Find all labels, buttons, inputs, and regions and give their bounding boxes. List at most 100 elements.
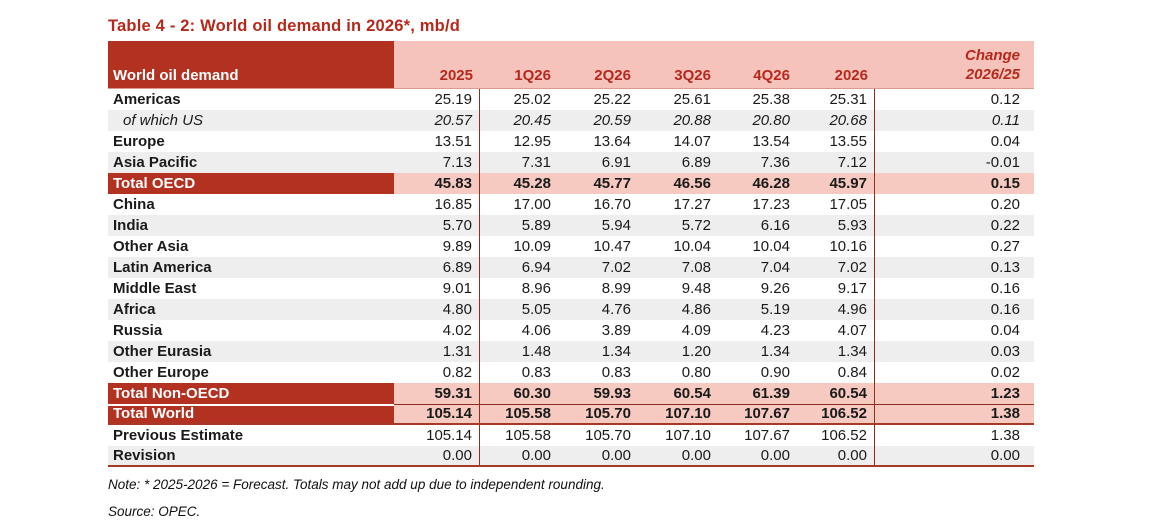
cell-value: 8.99 bbox=[601, 280, 631, 297]
cell-value: 17.05 bbox=[797, 194, 875, 215]
row-label: Americas bbox=[113, 91, 181, 108]
table-row: Previous Estimate 105.14 105.58 105.70 1… bbox=[108, 425, 1034, 446]
cell-value: 20.59 bbox=[593, 112, 631, 129]
cell-value: 106.52 bbox=[797, 425, 875, 446]
cell-value: 1.20 bbox=[681, 343, 711, 360]
cell-value: 25.02 bbox=[513, 91, 551, 108]
cell-value: 0.11 bbox=[991, 112, 1020, 129]
cell-value: 60.30 bbox=[480, 383, 558, 404]
table-row: Revision 0.00 0.00 0.00 0.00 0.00 0.00 0… bbox=[108, 446, 1034, 467]
cell-value: 5.93 bbox=[797, 215, 875, 236]
cell-value: 6.89 bbox=[394, 257, 480, 278]
cell-value: 16.85 bbox=[394, 194, 480, 215]
cell-value: 0.16 bbox=[990, 301, 1020, 318]
cell-value: 0.00 bbox=[990, 447, 1020, 464]
cell-value: 0.82 bbox=[394, 362, 480, 383]
cell-value: 5.19 bbox=[760, 301, 790, 318]
row-label: India bbox=[113, 217, 149, 234]
row-label: Asia Pacific bbox=[113, 154, 198, 171]
table-row: Middle East 9.01 8.96 8.99 9.48 9.26 9.1… bbox=[108, 278, 1034, 299]
cell-value: 0.20 bbox=[990, 196, 1020, 213]
column-header-change-line1: Change bbox=[964, 47, 1020, 64]
cell-value: 4.06 bbox=[521, 322, 551, 339]
table-row: India 5.70 5.89 5.94 5.72 6.16 5.93 0.22 bbox=[108, 215, 1034, 236]
cell-value: 14.07 bbox=[673, 133, 711, 150]
row-label: China bbox=[113, 196, 155, 213]
cell-value: 20.88 bbox=[673, 112, 711, 129]
table-header: World oil demand 2025 1Q26 2Q26 3Q26 4Q2… bbox=[108, 41, 1034, 89]
cell-value: 7.13 bbox=[394, 152, 480, 173]
cell-value: 13.54 bbox=[752, 133, 790, 150]
row-label: of which US bbox=[123, 112, 204, 129]
cell-value: 9.01 bbox=[394, 278, 480, 299]
cell-value: 46.56 bbox=[638, 173, 718, 194]
column-header-4q26: 4Q26 bbox=[718, 41, 797, 88]
cell-value: 105.70 bbox=[585, 427, 631, 444]
cell-value: 45.83 bbox=[394, 173, 480, 194]
column-header-1q26: 1Q26 bbox=[480, 41, 558, 88]
cell-value: 25.19 bbox=[394, 89, 480, 110]
cell-value: 7.12 bbox=[797, 152, 875, 173]
cell-value: 45.97 bbox=[797, 173, 875, 194]
cell-value: 1.23 bbox=[875, 383, 1034, 404]
cell-value: 105.58 bbox=[505, 427, 551, 444]
cell-value: 0.02 bbox=[990, 364, 1020, 381]
cell-value: 0.04 bbox=[990, 133, 1020, 150]
cell-value: 20.68 bbox=[797, 110, 875, 131]
column-header-2026: 2026 bbox=[797, 41, 875, 88]
cell-value: 10.09 bbox=[513, 238, 551, 255]
row-label: Europe bbox=[113, 133, 165, 150]
cell-value: 107.10 bbox=[638, 404, 718, 423]
cell-value: 9.17 bbox=[797, 278, 875, 299]
source-text: Source: OPEC. bbox=[108, 504, 201, 519]
cell-value: 10.04 bbox=[752, 238, 790, 255]
column-header-change: Change 2026/25 bbox=[875, 41, 1034, 88]
table-row: of which US 20.57 20.45 20.59 20.88 20.8… bbox=[108, 110, 1034, 131]
row-label: Total Non-OECD bbox=[108, 383, 394, 404]
row-label: Previous Estimate bbox=[113, 427, 244, 444]
cell-value: 45.28 bbox=[480, 173, 558, 194]
cell-value: 20.80 bbox=[752, 112, 790, 129]
column-header-label: World oil demand bbox=[108, 41, 394, 88]
row-label: Other Eurasia bbox=[113, 343, 212, 360]
cell-value: 20.45 bbox=[513, 112, 551, 129]
cell-value: 1.38 bbox=[990, 427, 1020, 444]
cell-value: 17.23 bbox=[752, 196, 790, 213]
cell-value: 6.91 bbox=[601, 154, 631, 171]
cell-value: 107.10 bbox=[665, 427, 711, 444]
cell-value: 0.27 bbox=[990, 238, 1020, 255]
cell-value: 107.67 bbox=[718, 404, 797, 423]
cell-value: 7.02 bbox=[797, 257, 875, 278]
cell-value: 17.00 bbox=[513, 196, 551, 213]
cell-value: 0.00 bbox=[797, 446, 875, 465]
cell-value: 25.22 bbox=[593, 91, 631, 108]
cell-value: 1.48 bbox=[521, 343, 551, 360]
row-label: Africa bbox=[113, 301, 156, 318]
cell-value: 10.16 bbox=[797, 236, 875, 257]
row-label: Total OECD bbox=[108, 173, 394, 194]
cell-value: 5.94 bbox=[601, 217, 631, 234]
cell-value: 4.07 bbox=[797, 320, 875, 341]
cell-value: 0.90 bbox=[760, 364, 790, 381]
cell-value: 9.26 bbox=[760, 280, 790, 297]
row-label: Revision bbox=[113, 447, 176, 464]
cell-value: 46.28 bbox=[718, 173, 797, 194]
row-label: Total World bbox=[108, 404, 394, 423]
column-header-2q26: 2Q26 bbox=[558, 41, 638, 88]
cell-value: 7.02 bbox=[601, 259, 631, 276]
cell-value: 107.67 bbox=[744, 427, 790, 444]
cell-value: 105.14 bbox=[394, 425, 480, 446]
cell-value: 6.16 bbox=[760, 217, 790, 234]
cell-value: 0.04 bbox=[990, 322, 1020, 339]
cell-value: 16.70 bbox=[593, 196, 631, 213]
world-oil-demand-table: World oil demand 2025 1Q26 2Q26 3Q26 4Q2… bbox=[108, 41, 1034, 467]
cell-value: 0.83 bbox=[521, 364, 551, 381]
row-label: Russia bbox=[113, 322, 163, 339]
cell-value: 0.00 bbox=[601, 447, 631, 464]
cell-value: 6.89 bbox=[681, 154, 711, 171]
cell-value: 1.34 bbox=[601, 343, 631, 360]
cell-value: 105.58 bbox=[480, 404, 558, 423]
row-label: Latin America bbox=[113, 259, 212, 276]
cell-value: 0.83 bbox=[601, 364, 631, 381]
cell-value: 59.93 bbox=[558, 383, 638, 404]
